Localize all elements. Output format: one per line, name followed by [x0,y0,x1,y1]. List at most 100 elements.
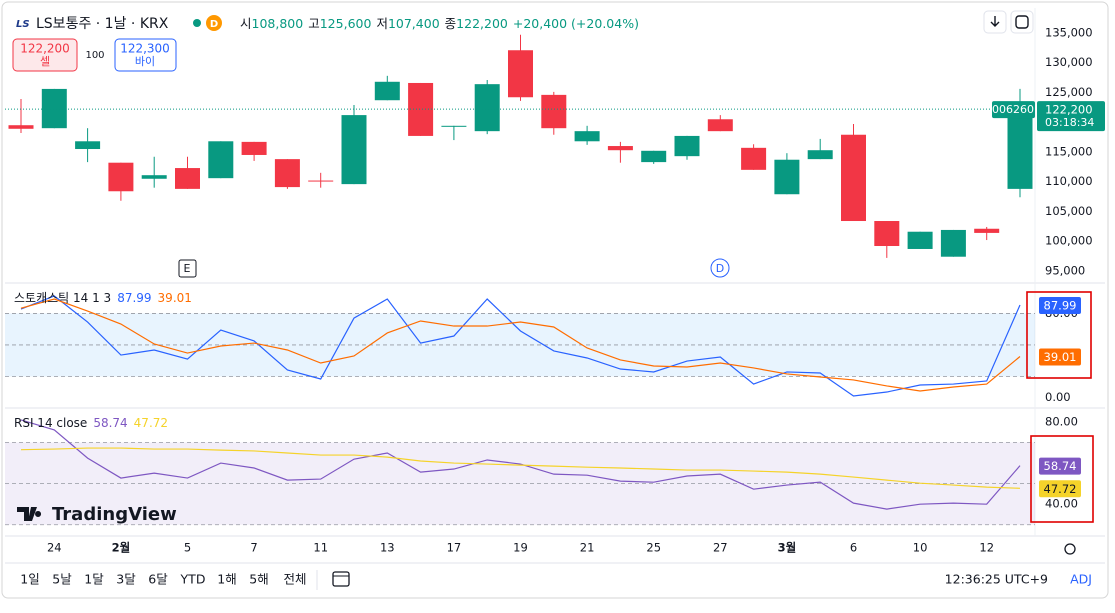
range-button[interactable]: 5해 [249,572,268,587]
value-badge-label: 39.01 [1044,350,1077,364]
ohlc-label: 저 [376,16,388,31]
candle-body [841,134,866,222]
adj[interactable]: ADJ [1070,572,1092,587]
badge: D [210,19,218,30]
sell-price: 122,200 [20,42,70,56]
x-tick-label: 3월 [778,541,797,555]
candle-body [241,141,267,155]
ohlc-change: +20,400 (+20.04%) [513,16,639,31]
x-tick-label: 6 [850,541,857,555]
ohlc-value: 108,800 [252,16,304,31]
sell-button[interactable] [12,38,78,72]
range-button[interactable]: 3달 [116,572,136,587]
ohlc-value: 107,400 [388,16,440,31]
range-button[interactable]: 6달 [148,572,168,587]
price-badge-value: 122,200 [1045,103,1093,117]
y-tick-label: 40.00 [1045,497,1078,511]
settings-icon[interactable] [1064,543,1076,555]
candle-body [341,115,367,185]
x-tick-label: 5 [184,541,191,555]
countdown: 03:18:34 [1045,116,1094,129]
fullscreen-button[interactable] [1010,10,1034,34]
watermark-text: TradingView [52,504,177,525]
legend: RSI 14 close 58.74 47.72 [14,416,168,430]
dividend-label: D [716,262,724,275]
candle-body [707,119,733,132]
candle-body [907,231,933,249]
x-tick-label: 2월 [112,541,131,555]
symbol-badge [992,101,1035,119]
range-button[interactable]: 전체 [283,572,306,587]
range-button[interactable]: 1일 [20,572,39,587]
ohlc-label: 종 [445,16,457,31]
ohlc: 시108,800 고125,600 저107,400 종122,200 +20,400 … [240,16,639,31]
price-badge [1037,101,1105,132]
series-line [20,295,1021,397]
sell-label: 셀 [40,55,50,68]
event-markers: E D [178,258,730,278]
value-badge [1039,457,1081,475]
highlight-box [1026,291,1092,379]
earnings-label: E [184,262,191,275]
y-tick-label: 0.00 [1045,390,1071,404]
candle-body [474,84,500,132]
legend-value: 39.01 [158,291,192,305]
legend-title: RSI 14 close [14,416,87,430]
candle-body [574,131,600,142]
x-tick-label: 17 [447,541,462,555]
value-badge-label: 58.74 [1044,459,1077,473]
range-button[interactable]: YTD [180,572,206,587]
y-tick-label: 105,000 [1045,204,1093,218]
buy-button[interactable] [114,38,177,72]
candle-body [41,88,67,129]
candle-body [741,147,767,170]
time: 12:36:25 UTC+9 [945,572,1048,587]
badge-circle [206,15,222,31]
candle-body [374,81,400,101]
y-tick-label: 125,000 [1045,85,1093,99]
series-line [20,419,1021,510]
candle-body [108,162,134,192]
y-tick-label: 100,000 [1045,234,1093,248]
candle-body [874,221,900,247]
x-tick-label: 27 [713,541,728,555]
candle-body [441,125,467,127]
dividend-marker[interactable] [710,258,730,278]
x-tick-label: 10 [913,541,928,555]
buy-label: 바이 [135,55,155,68]
candle-body [274,159,300,188]
candle-body [641,150,667,163]
range-button[interactable]: 1달 [84,572,104,587]
symbol-code: 006260 [992,103,1034,116]
candle-body [674,135,700,157]
x-tick-label: 12 [979,541,994,555]
legend: 스토캐스틱 14 1 3 87.99 39.01 [14,291,192,305]
ohlc-value: 122,200 [456,16,508,31]
symbol-title: LS보통주 · 1날 · KRX [36,16,169,32]
legend-value: 58.74 [93,416,127,430]
x-tick-label: 13 [380,541,395,555]
value-badge [1039,297,1081,315]
quantity: 100 [85,50,104,61]
x-tick-label: 24 [47,541,62,555]
x-tick-label: 19 [513,541,528,555]
earnings-marker[interactable] [178,259,197,278]
range-button[interactable]: 1해 [217,572,236,587]
x-tick-label: 25 [646,541,661,555]
trade-buttons: 122,200 셀 100 122,300 바이 [12,38,177,72]
calendar-icon[interactable] [332,571,350,587]
buy-price: 122,300 [120,42,170,56]
candle-body [541,94,567,129]
fullscreen-icon [1015,15,1029,29]
range-button[interactable]: 5날 [52,572,72,587]
y-tick-label: 130,000 [1045,55,1093,69]
candle-body [1007,109,1033,189]
candle-body [75,141,101,150]
candle-body [175,168,200,189]
watermark: TradingView [17,504,177,525]
series-line [20,298,1021,392]
download-icon [990,16,1000,27]
legend-value: 47.72 [134,416,168,430]
candle-body [508,50,533,98]
